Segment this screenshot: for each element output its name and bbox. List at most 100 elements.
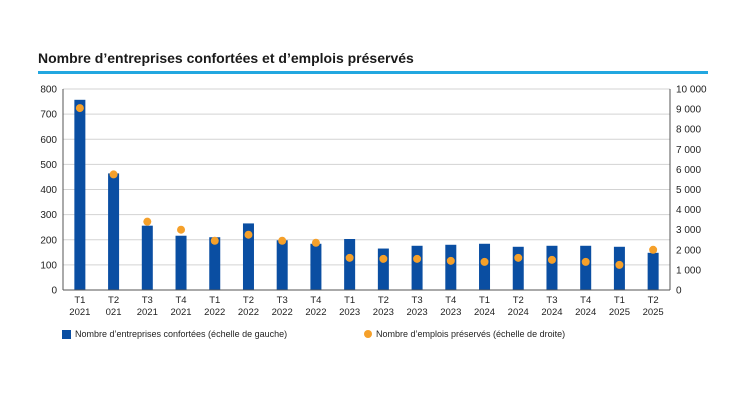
x-tick-label-year: 2022 xyxy=(238,307,259,318)
x-tick-label-year: 2023 xyxy=(407,307,428,318)
bar xyxy=(479,243,491,290)
x-tick-label-year: 2024 xyxy=(541,307,562,318)
dot xyxy=(547,255,556,264)
x-tick-label-year: 2021 xyxy=(137,307,158,318)
x-tick-label-year: 2024 xyxy=(575,307,596,318)
x-tick-label-quarter: T4 xyxy=(175,295,186,306)
x-tick-label-year: 2021 xyxy=(170,307,191,318)
y-left-tick-label: 200 xyxy=(40,235,57,246)
y-left-tick-label: 300 xyxy=(40,210,57,221)
legend-label-jobs: Nombre d’emplois préservés (échelle de d… xyxy=(376,329,566,339)
y-right-tick-label: 1 000 xyxy=(676,265,701,276)
bar xyxy=(411,245,423,290)
title-underline xyxy=(38,71,708,74)
x-tick-label-year: 2023 xyxy=(373,307,394,318)
dot xyxy=(143,217,152,226)
bar xyxy=(276,240,288,290)
x-tick-label-quarter: T3 xyxy=(142,295,153,306)
x-tick-label-year: 2024 xyxy=(508,307,529,318)
y-right-tick-label: 7 000 xyxy=(676,145,701,156)
y-right-tick-label: 2 000 xyxy=(676,245,701,256)
legend-swatch-dot xyxy=(364,330,372,338)
bar xyxy=(580,245,592,290)
x-tick-label-quarter: T4 xyxy=(310,295,321,306)
x-tick-label-year: 2023 xyxy=(339,307,360,318)
x-tick-label-year: 2022 xyxy=(305,307,326,318)
x-tick-label-quarter: T1 xyxy=(614,295,625,306)
x-tick-label-year: 2022 xyxy=(204,307,225,318)
bar xyxy=(344,238,356,290)
y-left-tick-label: 600 xyxy=(40,135,57,146)
x-tick-label-quarter: T2 xyxy=(648,295,659,306)
y-left-tick-label: 700 xyxy=(40,110,57,121)
dot xyxy=(278,236,287,245)
y-right-tick-label: 10 000 xyxy=(676,85,707,96)
dot xyxy=(177,225,186,234)
y-right-tick-label: 6 000 xyxy=(676,165,701,176)
x-tick-label-quarter: T3 xyxy=(546,295,557,306)
y-right-tick-label: 9 000 xyxy=(676,105,701,116)
legend-swatch-bar xyxy=(62,329,71,339)
x-tick-label-quarter: T2 xyxy=(243,295,254,306)
bar-layer xyxy=(74,99,659,291)
dot xyxy=(345,253,354,262)
x-tick-label-year: 2025 xyxy=(643,307,664,318)
y-right-tick-label: 3 000 xyxy=(676,225,701,236)
y-right-tick-label: 0 xyxy=(676,286,682,297)
dot xyxy=(210,236,219,245)
dot xyxy=(446,256,455,265)
x-tick-label-quarter: T3 xyxy=(412,295,423,306)
dot xyxy=(514,253,523,262)
x-tick-label-quarter: T2 xyxy=(108,295,119,306)
x-tick-label-quarter: T1 xyxy=(209,295,220,306)
dot xyxy=(244,230,253,239)
x-tick-label-quarter: T1 xyxy=(74,295,85,306)
legend-label-companies: Nombre d’entreprises confortées (échelle… xyxy=(75,329,288,339)
x-tick-label-quarter: T1 xyxy=(479,295,490,306)
y-left-tick-label: 0 xyxy=(51,286,57,297)
bar xyxy=(512,246,524,290)
legend-item-companies: Nombre d’entreprises confortées (échelle… xyxy=(62,329,287,339)
bar xyxy=(445,244,457,290)
dot xyxy=(75,104,84,113)
dot xyxy=(480,257,489,266)
y-right-tick-label: 8 000 xyxy=(676,125,701,136)
x-tick-label-quarter: T1 xyxy=(344,295,355,306)
bar xyxy=(74,99,86,291)
dot xyxy=(581,257,590,266)
bar xyxy=(108,173,120,290)
label-layer: 800 700 600 500 400 300 200 100 0 10 000 9 000 8 00… xyxy=(40,85,707,319)
y-left-tick-label: 400 xyxy=(40,185,57,196)
bar xyxy=(310,243,322,290)
legend-item-jobs: Nombre d’emplois préservés (échelle de d… xyxy=(364,329,565,339)
x-tick-label-quarter: T4 xyxy=(580,295,591,306)
y-left-tick-label: 100 xyxy=(40,260,57,271)
dot xyxy=(311,238,320,247)
dot xyxy=(615,260,624,269)
y-right-tick-label: 5 000 xyxy=(676,185,701,196)
x-tick-label-year: 2025 xyxy=(609,307,630,318)
y-left-tick-label: 800 xyxy=(40,85,57,96)
dot xyxy=(379,254,388,263)
dot xyxy=(649,245,658,254)
bar xyxy=(242,223,254,290)
x-tick-label-quarter: T2 xyxy=(378,295,389,306)
dot xyxy=(109,170,118,179)
x-tick-label-quarter: T3 xyxy=(277,295,288,306)
dot-layer xyxy=(75,104,658,269)
bar xyxy=(546,245,558,290)
axis-layer xyxy=(62,89,671,291)
y-right-tick-label: 4 000 xyxy=(676,205,701,216)
bar xyxy=(175,235,187,290)
x-tick-label-year: 2023 xyxy=(440,307,461,318)
x-tick-label-quarter: T4 xyxy=(445,295,456,306)
x-tick-label-quarter: T2 xyxy=(513,295,524,306)
grid-layer xyxy=(63,88,670,291)
bar xyxy=(209,237,221,290)
x-tick-label-year: 2024 xyxy=(474,307,495,318)
x-tick-label-year: 021 xyxy=(106,307,122,318)
x-tick-label-year: 2021 xyxy=(69,307,90,318)
bar xyxy=(141,225,153,290)
bar xyxy=(647,252,659,290)
